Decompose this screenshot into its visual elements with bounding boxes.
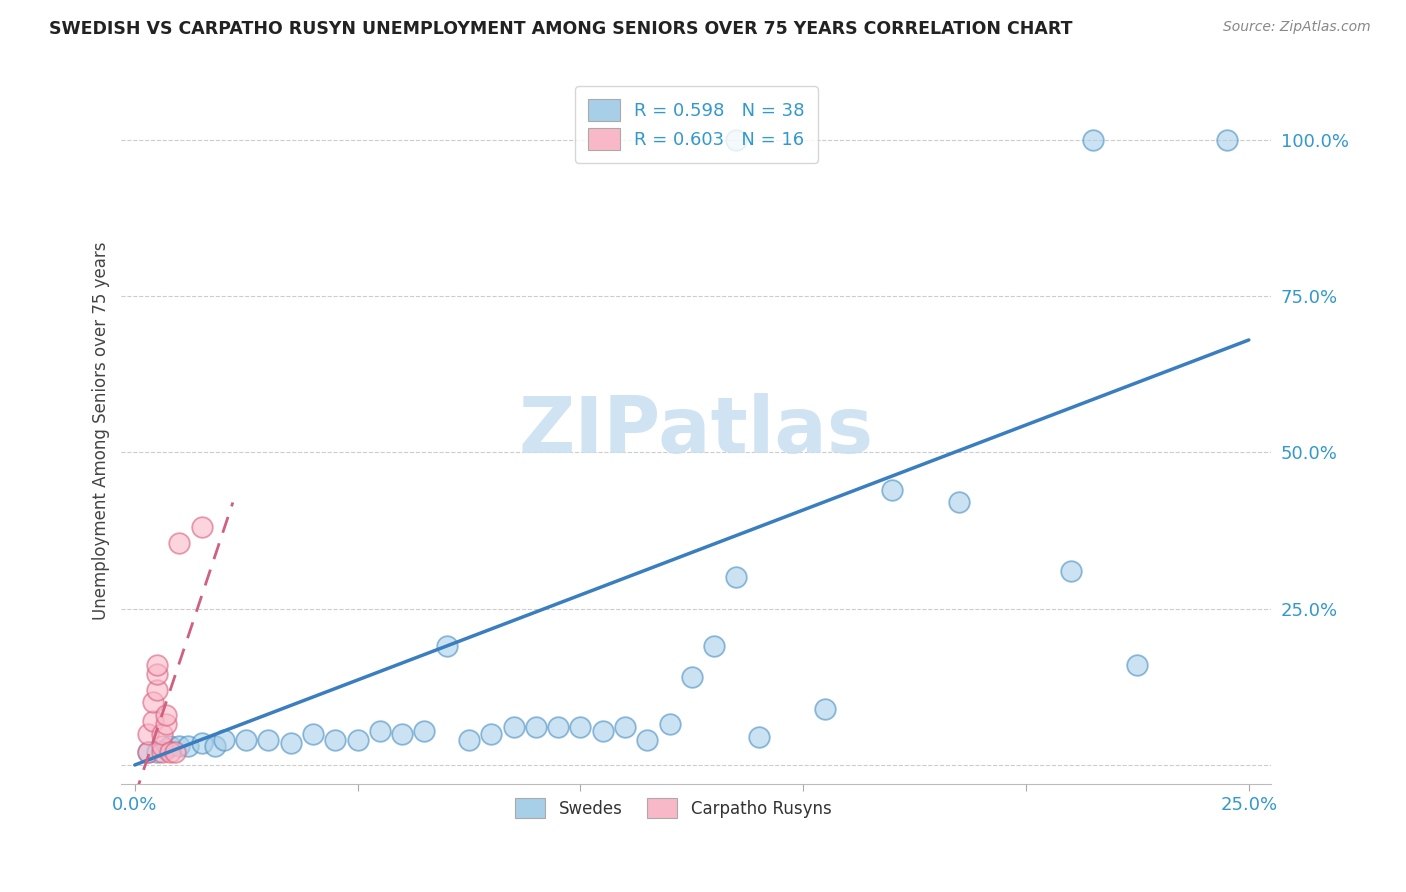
Point	[1081, 133, 1104, 147]
Point	[142, 714, 165, 729]
Point	[235, 733, 257, 747]
Point	[142, 696, 165, 710]
Point	[150, 739, 173, 754]
Point	[302, 727, 325, 741]
Text: SWEDISH VS CARPATHO RUSYN UNEMPLOYMENT AMONG SENIORS OVER 75 YEARS CORRELATION C: SWEDISH VS CARPATHO RUSYN UNEMPLOYMENT A…	[49, 20, 1073, 37]
Point	[814, 702, 837, 716]
Point	[136, 746, 159, 760]
Point	[146, 657, 169, 672]
Point	[636, 733, 658, 747]
Point	[658, 717, 681, 731]
Text: Source: ZipAtlas.com: Source: ZipAtlas.com	[1223, 20, 1371, 34]
Point	[150, 746, 173, 760]
Point	[146, 667, 169, 681]
Point	[413, 723, 436, 738]
Point	[524, 721, 547, 735]
Point	[748, 730, 770, 744]
Point	[146, 746, 169, 760]
Point	[150, 727, 173, 741]
Point	[882, 483, 904, 497]
Point	[169, 536, 191, 550]
Point	[547, 721, 569, 735]
Point	[592, 723, 614, 738]
Point	[703, 639, 725, 653]
Point	[725, 133, 748, 147]
Point	[346, 733, 368, 747]
Point	[948, 495, 970, 509]
Point	[136, 727, 159, 741]
Text: ZIPatlas: ZIPatlas	[519, 392, 873, 468]
Point	[725, 570, 748, 584]
Legend: Swedes, Carpatho Rusyns: Swedes, Carpatho Rusyns	[509, 791, 838, 825]
Point	[159, 746, 181, 760]
Point	[257, 733, 280, 747]
Point	[1059, 564, 1081, 578]
Point	[155, 717, 177, 731]
Point	[146, 683, 169, 698]
Point	[391, 727, 413, 741]
Point	[681, 671, 703, 685]
Point	[190, 520, 212, 534]
Point	[502, 721, 524, 735]
Point	[614, 721, 637, 735]
Y-axis label: Unemployment Among Seniors over 75 years: Unemployment Among Seniors over 75 years	[93, 242, 110, 620]
Point	[169, 739, 191, 754]
Point	[479, 727, 502, 741]
Point	[569, 721, 592, 735]
Point	[136, 746, 159, 760]
Point	[368, 723, 391, 738]
Point	[436, 639, 458, 653]
Point	[1215, 133, 1237, 147]
Point	[155, 708, 177, 723]
Point	[155, 742, 177, 756]
Point	[159, 739, 181, 754]
Point	[280, 736, 302, 750]
Point	[1126, 657, 1149, 672]
Point	[163, 746, 186, 760]
Point	[177, 739, 200, 754]
Point	[458, 733, 481, 747]
Point	[190, 736, 212, 750]
Point	[212, 733, 235, 747]
Point	[323, 733, 346, 747]
Point	[204, 739, 226, 754]
